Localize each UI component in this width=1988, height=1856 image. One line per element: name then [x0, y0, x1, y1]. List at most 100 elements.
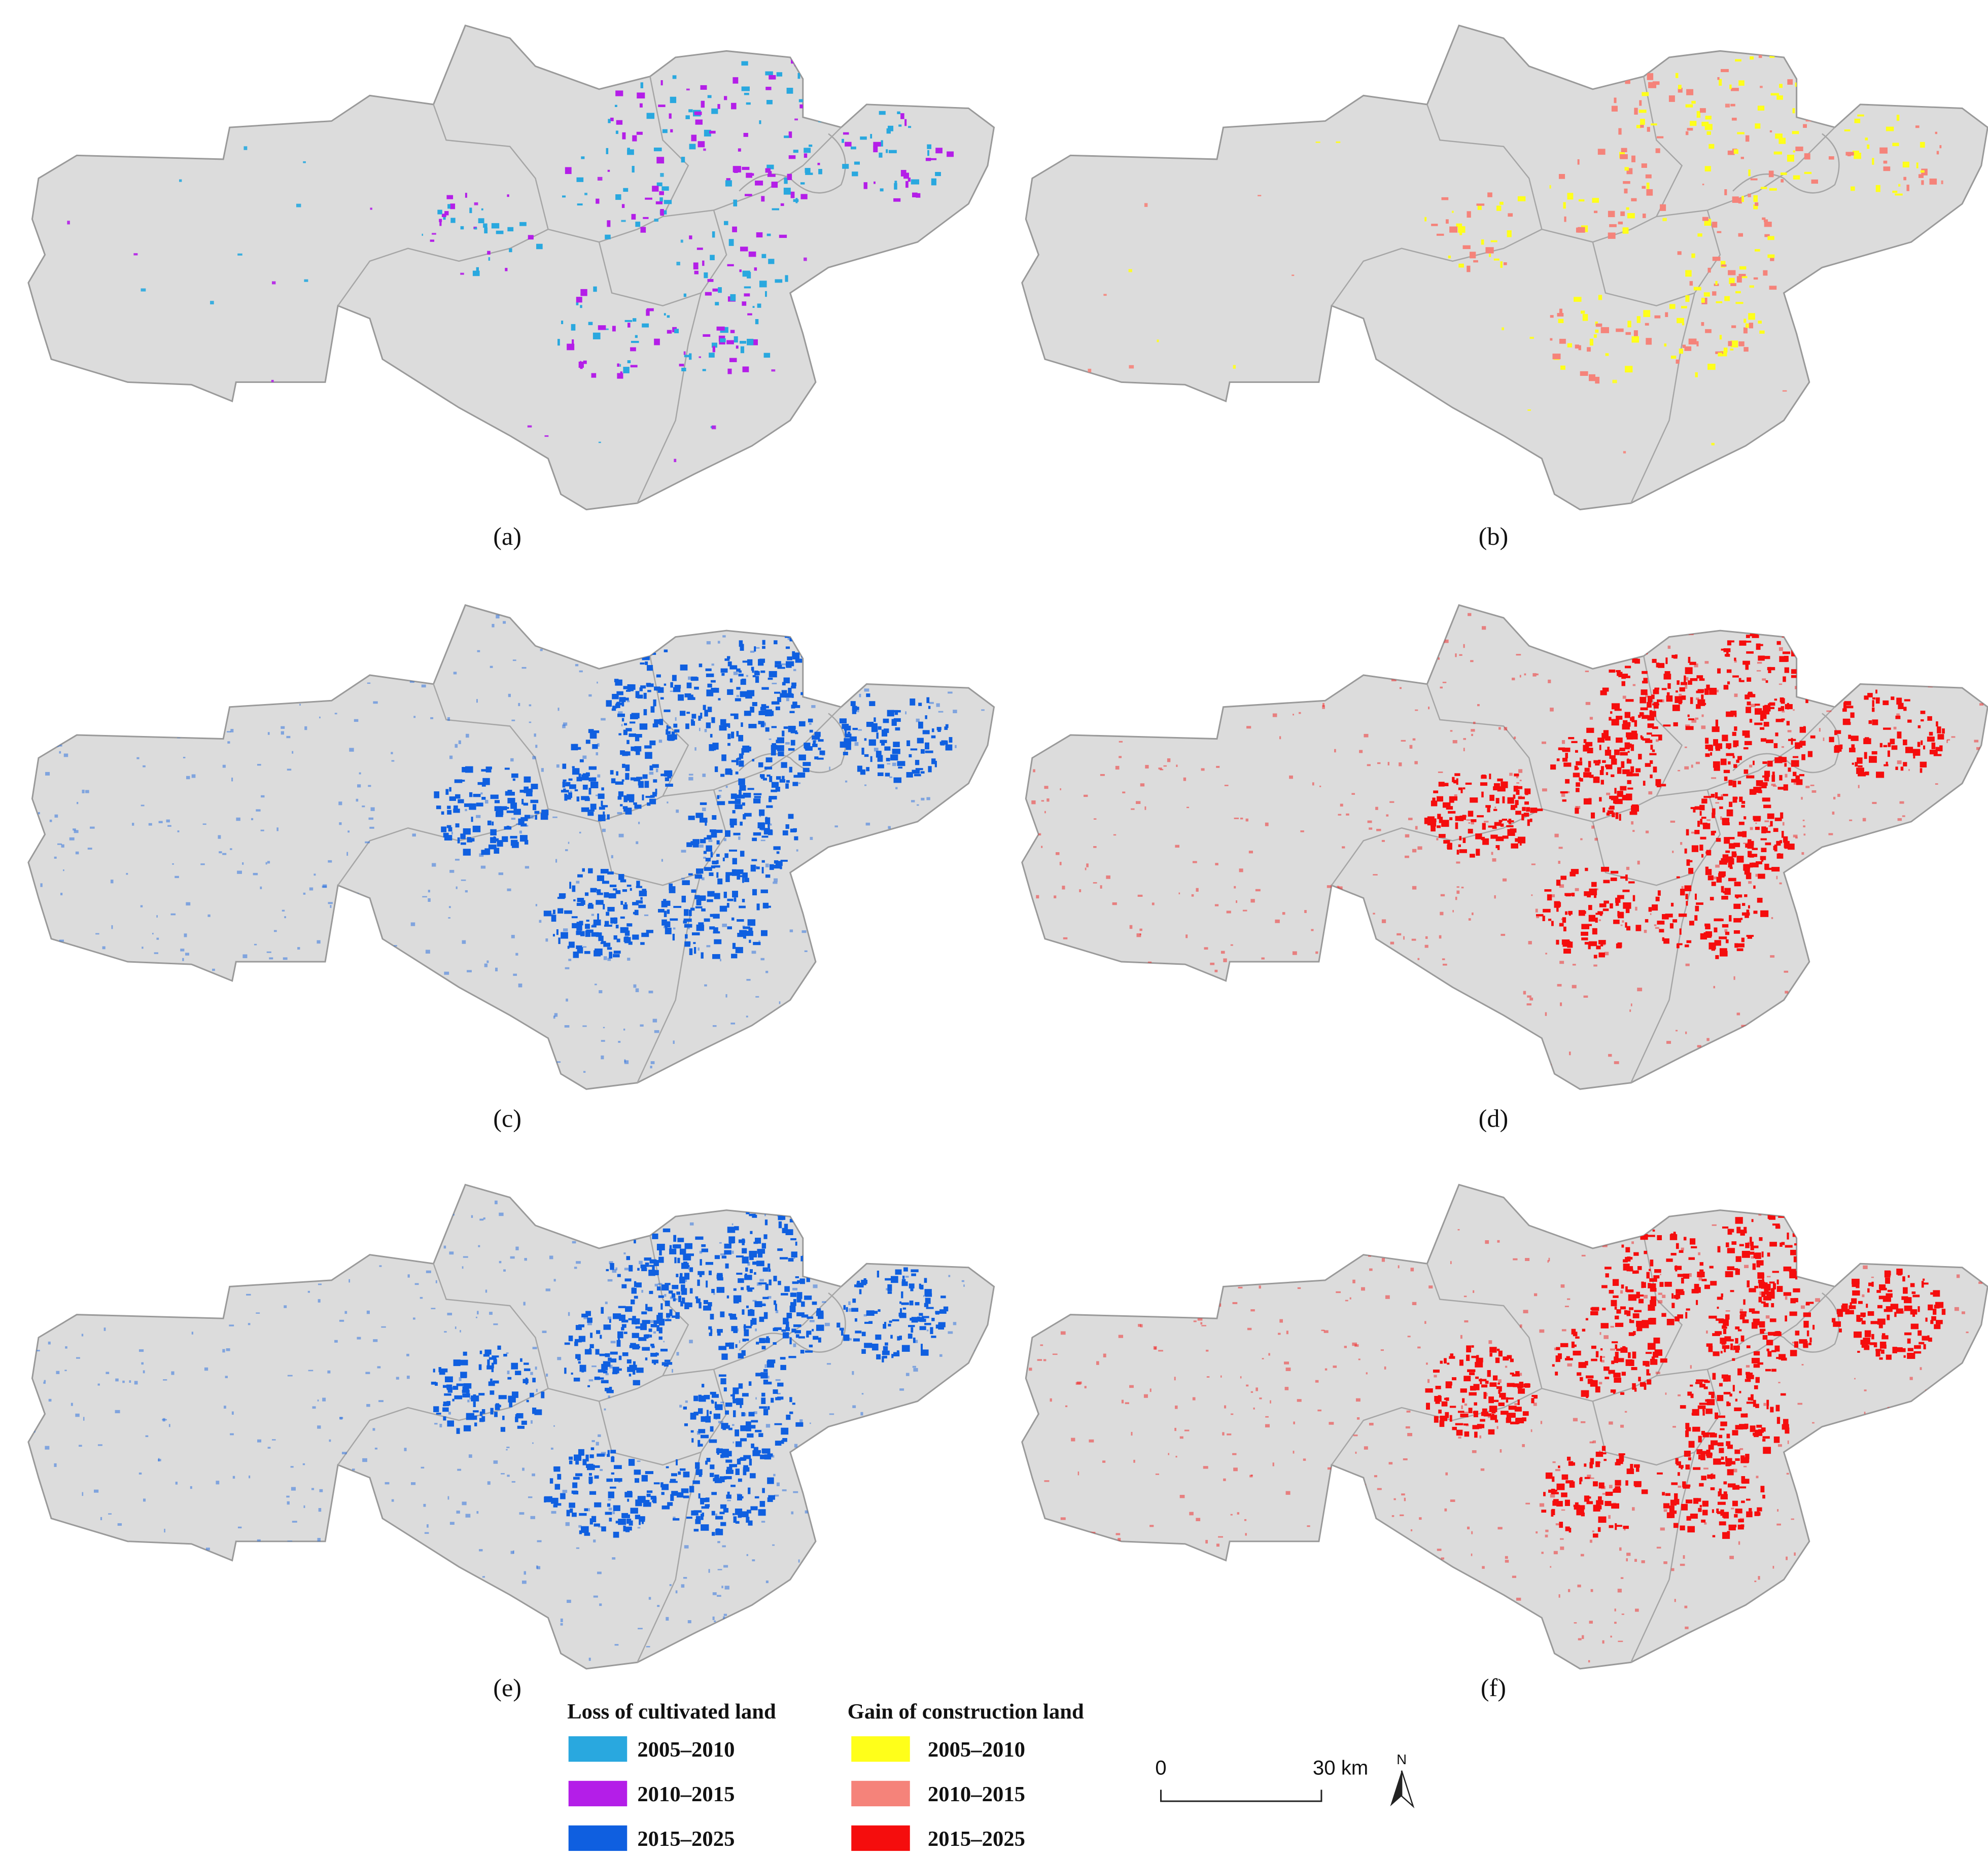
change-patch [1652, 703, 1659, 706]
change-patch [714, 1474, 719, 1479]
change-patch [884, 1321, 887, 1329]
change-patch [1272, 713, 1277, 717]
change-patch [947, 151, 954, 157]
change-patch [743, 814, 746, 820]
change-patch [1620, 924, 1623, 926]
change-patch [1601, 866, 1610, 872]
change-patch [444, 1331, 447, 1333]
change-patch [453, 809, 460, 813]
change-patch [1655, 896, 1660, 901]
change-patch [745, 1425, 750, 1431]
change-patch [856, 1221, 860, 1223]
change-patch [731, 102, 737, 110]
change-patch [1627, 651, 1629, 655]
change-patch [346, 852, 348, 856]
change-patch [103, 1327, 106, 1331]
change-patch [439, 1423, 442, 1427]
change-patch [1484, 821, 1489, 823]
change-patch [1299, 712, 1301, 714]
change-patch [1607, 810, 1614, 815]
change-patch [704, 984, 707, 987]
change-patch [1417, 958, 1420, 960]
change-patch [769, 797, 772, 802]
change-patch [1743, 769, 1749, 774]
change-patch [598, 814, 606, 821]
change-patch [1726, 743, 1732, 749]
change-patch [857, 1281, 860, 1287]
change-patch [1460, 787, 1463, 793]
change-patch [898, 971, 901, 975]
change-patch [739, 905, 746, 908]
change-patch [1201, 1083, 1205, 1087]
change-patch [723, 1508, 729, 1513]
change-patch [377, 1366, 381, 1369]
change-patch [740, 247, 748, 252]
change-patch [609, 1261, 613, 1265]
change-patch [1623, 181, 1630, 184]
change-patch [919, 1313, 923, 1316]
change-patch [718, 790, 722, 792]
change-patch [855, 631, 860, 634]
change-patch [1670, 630, 1675, 634]
change-patch [1654, 687, 1660, 690]
change-patch [1688, 656, 1691, 663]
change-patch [1157, 339, 1159, 342]
change-patch [613, 888, 617, 891]
change-patch [602, 881, 609, 884]
change-patch [674, 329, 679, 333]
change-patch [674, 685, 681, 689]
change-patch [1882, 700, 1889, 706]
change-patch [290, 1185, 294, 1188]
change-patch [649, 1335, 652, 1338]
change-patch [912, 769, 920, 774]
change-patch [1682, 323, 1685, 326]
change-patch [1623, 451, 1626, 453]
change-patch [354, 1015, 357, 1017]
change-patch [217, 1059, 221, 1061]
change-patch [853, 707, 857, 712]
change-patch [578, 1324, 585, 1327]
change-patch [641, 1289, 644, 1293]
change-patch [424, 1532, 429, 1534]
change-patch [553, 1425, 555, 1427]
change-patch [661, 186, 669, 191]
change-patch [478, 1054, 479, 1057]
change-patch [621, 621, 626, 624]
change-patch [729, 358, 737, 362]
change-patch [1736, 1012, 1740, 1015]
change-patch [1443, 840, 1450, 844]
change-patch [1834, 730, 1841, 734]
change-patch [1633, 330, 1638, 336]
change-patch [642, 654, 650, 660]
change-patch [640, 897, 643, 900]
change-patch [768, 1296, 772, 1299]
change-patch [606, 912, 610, 916]
change-patch [1425, 936, 1428, 939]
change-patch [143, 765, 146, 767]
change-patch [929, 1573, 933, 1577]
change-patch [103, 1655, 107, 1658]
change-patch [1796, 1041, 1800, 1043]
change-patch [752, 759, 755, 762]
change-patch [503, 1269, 506, 1272]
change-patch [735, 698, 741, 702]
change-patch [752, 889, 757, 896]
change-patch [1049, 732, 1055, 735]
change-patch [1226, 911, 1231, 914]
change-patch [688, 909, 692, 917]
change-patch [1772, 785, 1777, 787]
change-patch [875, 919, 877, 921]
change-patch [1760, 187, 1767, 189]
change-patch [1468, 828, 1473, 834]
change-patch [784, 135, 789, 138]
change-patch [823, 1253, 827, 1257]
change-patch [913, 1229, 917, 1231]
change-patch [1801, 852, 1804, 855]
change-patch [539, 1035, 541, 1039]
change-patch [575, 1325, 582, 1330]
change-patch [396, 1666, 402, 1669]
change-patch [973, 829, 978, 831]
change-patch [731, 1424, 735, 1426]
change-patch [607, 814, 610, 820]
change-patch [624, 936, 629, 943]
